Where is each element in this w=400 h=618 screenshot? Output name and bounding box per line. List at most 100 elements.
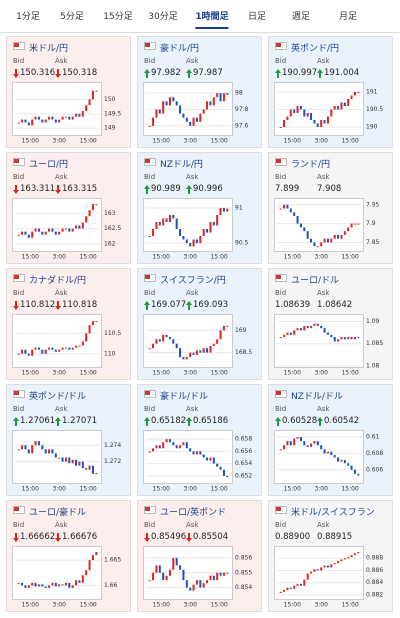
arrow-shape — [186, 417, 192, 426]
tab[interactable]: 週足 — [291, 12, 311, 22]
candle — [303, 325, 306, 331]
currency-tile[interactable]: カナダドル/円 Bid Ask 110.812 110.818 110 110.5 15:00… — [6, 268, 131, 380]
pair-name: ユーロ/ドル — [291, 276, 340, 286]
candle — [326, 116, 329, 124]
ask-label: Ask — [317, 405, 330, 413]
candle — [91, 321, 94, 326]
x-tick-label: 3:00 — [314, 370, 328, 377]
tab[interactable]: 15分足 — [103, 12, 133, 22]
trend-arrow — [317, 69, 323, 78]
candle — [330, 564, 333, 568]
arrow-shape — [186, 185, 192, 194]
candle — [219, 572, 222, 576]
candle — [299, 328, 302, 331]
x-tick-label: 15:00 — [153, 138, 170, 145]
candle — [91, 465, 94, 474]
candle — [337, 234, 340, 239]
currency-tile[interactable]: NZドル/ドル Bid Ask 0.60528 0.60542 0.606 0.608 0.6… — [268, 384, 393, 496]
arrow-shape — [186, 69, 192, 78]
bid-price: 97.982 — [151, 68, 181, 78]
x-tick-label: 15:00 — [79, 138, 96, 145]
candle — [91, 90, 94, 100]
tab[interactable]: 30分足 — [148, 12, 178, 22]
candle — [337, 457, 340, 462]
ask-price: 90.996 — [193, 184, 223, 194]
candle — [222, 325, 225, 331]
currency-tile[interactable]: 英ポンド/ドル Bid Ask 1.27061 1.27071 1.272 1.274 15:… — [6, 384, 131, 496]
candle — [226, 325, 229, 327]
candle — [168, 215, 171, 222]
trend-arrow — [13, 533, 19, 542]
candle — [293, 438, 296, 446]
arrow-shape — [55, 417, 61, 426]
currency-tile[interactable]: ランド/円 Bid Ask 7.899 7.908 7.85 7.9 7.95 15:00 3:0… — [268, 152, 393, 264]
pair-name: ユーロ/英ポンド — [160, 508, 227, 518]
ask-price: 0.60542 — [324, 416, 360, 426]
y-tick-label: 191 — [366, 89, 378, 96]
candle — [289, 332, 292, 335]
candle — [316, 246, 319, 248]
tab[interactable]: 1時間足 — [195, 9, 229, 29]
candle — [185, 117, 188, 122]
candle — [64, 116, 67, 118]
currency-tile[interactable]: ユーロ/円 Bid Ask 163.311 163.315 162 162.5 163 15:0… — [6, 152, 131, 264]
candle — [148, 125, 151, 127]
mini-chart: 0.882 0.884 0.886 0.888 15:00 3:00 15:00 — [274, 546, 383, 609]
y-tick-label: 0.888 — [366, 555, 383, 562]
candle — [212, 97, 215, 106]
x-tick-label: 15:00 — [22, 486, 39, 493]
y-tick-label: 97.6 — [235, 122, 249, 129]
candle — [44, 586, 47, 588]
trend-arrow — [186, 301, 192, 310]
x-tick-label: 15:00 — [22, 138, 39, 145]
y-tick-label: 0.656 — [235, 448, 252, 455]
currency-tile[interactable]: 米ドル/スイスフラン Bid Ask 0.88900 0.88915 0.882 0.884… — [268, 500, 393, 612]
mini-chart: 1.08 1.085 1.09 15:00 3:00 15:00 — [274, 314, 383, 377]
candle — [37, 228, 40, 232]
candle — [206, 101, 209, 110]
x-tick-label: 3:00 — [314, 254, 328, 261]
arrow-shape — [144, 301, 150, 310]
candle — [212, 575, 215, 581]
tab[interactable]: 月足 — [338, 12, 358, 22]
arrow-shape — [186, 301, 192, 310]
mini-chart: 90.5 91 15:00 3:00 15:00 — [143, 198, 249, 261]
candle — [152, 572, 155, 581]
currency-tile[interactable]: ユーロ/ドル Bid Ask 1.08639 1.08642 1.08 1.085 1.09 1… — [268, 268, 393, 380]
currency-tile[interactable]: ユーロ/英ポンド Bid Ask 0.85496 0.85504 0.854 0.855 0.… — [137, 500, 262, 612]
currency-tile[interactable]: NZドル/円 Bid Ask 90.989 90.996 90.5 91 15:00 3:00 1… — [137, 152, 262, 264]
candle — [209, 101, 212, 106]
candle — [61, 584, 64, 586]
candle — [299, 106, 302, 110]
candle — [34, 347, 37, 350]
currency-tile[interactable]: スイスフラン/円 Bid Ask 169.077 169.093 168.5 169 15:0… — [137, 268, 262, 380]
ask-label: Ask — [55, 173, 68, 181]
candle — [168, 337, 171, 340]
tab[interactable]: 日足 — [247, 12, 267, 22]
ask-price: 1.08642 — [317, 300, 353, 310]
bid-label: Bid — [13, 289, 25, 297]
currency-tile[interactable]: 豪ドル/ドル Bid Ask 0.65182 0.65186 0.652 0.654 0.65… — [137, 384, 262, 496]
candle — [189, 121, 192, 126]
trend-arrow — [144, 533, 150, 542]
candle — [209, 345, 212, 353]
y-tick-label: 150 — [104, 96, 116, 103]
bid-price: 90.989 — [151, 184, 181, 194]
currency-tile[interactable]: 豪ドル/円 Bid Ask 97.982 97.987 97.6 97.8 98 15:00 3:… — [137, 36, 262, 148]
tab[interactable]: 1分足 — [16, 12, 40, 22]
y-tick-label: 91 — [235, 205, 243, 212]
candle — [41, 231, 44, 235]
candle — [78, 461, 81, 466]
currency-tile[interactable]: 米ドル/円 Bid Ask 150.316 150.318 149 149.5 150 15:0… — [6, 36, 131, 148]
currency-tile[interactable]: 英ポンド/円 Bid Ask 190.997 191.004 190 190.5 191 15:… — [268, 36, 393, 148]
x-tick-label: 15:00 — [153, 602, 170, 609]
candle — [226, 208, 229, 212]
candle — [199, 236, 202, 243]
tab[interactable]: 5分足 — [60, 12, 84, 22]
ask-label: Ask — [55, 289, 68, 297]
candle — [85, 468, 88, 470]
currency-tile[interactable]: ユーロ/豪ドル Bid Ask 1.66662 1.66676 1.66 1.665 15:0… — [6, 500, 131, 612]
candle — [316, 569, 319, 571]
candle — [75, 113, 78, 117]
candle — [61, 116, 64, 120]
